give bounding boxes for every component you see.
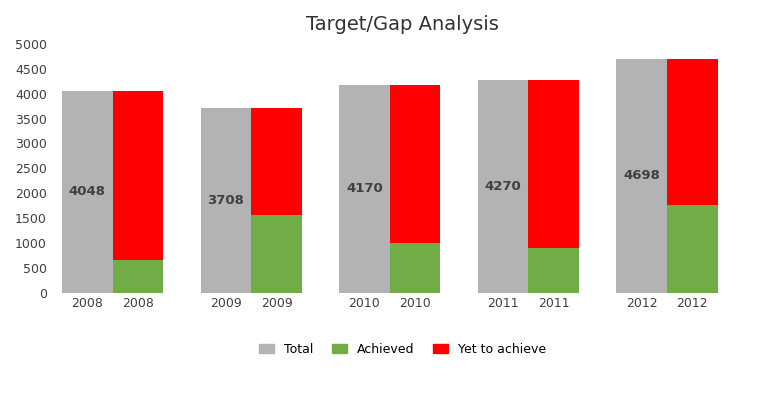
- Text: 3369: 3369: [537, 158, 571, 171]
- Text: 647: 647: [125, 270, 151, 283]
- Text: 4698: 4698: [623, 169, 660, 182]
- Text: 992: 992: [402, 261, 428, 275]
- Bar: [389, 243, 440, 292]
- Text: 3178: 3178: [398, 158, 432, 171]
- Bar: [251, 215, 302, 292]
- Text: 901: 901: [541, 264, 566, 277]
- Text: 3401: 3401: [121, 169, 155, 182]
- Bar: [339, 85, 389, 292]
- Text: 4170: 4170: [346, 182, 382, 196]
- Bar: [667, 59, 717, 205]
- Text: 3708: 3708: [207, 194, 244, 207]
- Text: 2146: 2146: [260, 155, 293, 168]
- Bar: [478, 80, 528, 292]
- Text: 4048: 4048: [69, 186, 106, 198]
- Bar: [251, 108, 302, 215]
- Text: 4270: 4270: [485, 180, 521, 193]
- Bar: [113, 91, 164, 260]
- Bar: [667, 205, 717, 292]
- Legend: Total, Achieved, Yet to achieve: Total, Achieved, Yet to achieve: [259, 343, 546, 356]
- Text: 1759: 1759: [675, 243, 709, 255]
- Bar: [62, 91, 113, 292]
- Bar: [528, 248, 579, 292]
- Title: Target/Gap Analysis: Target/Gap Analysis: [306, 15, 499, 34]
- Bar: [389, 85, 440, 243]
- Bar: [616, 59, 667, 292]
- Text: 1562: 1562: [260, 247, 293, 260]
- Bar: [200, 108, 251, 292]
- Bar: [528, 80, 579, 248]
- Text: 2939: 2939: [675, 126, 709, 139]
- Bar: [113, 260, 164, 292]
